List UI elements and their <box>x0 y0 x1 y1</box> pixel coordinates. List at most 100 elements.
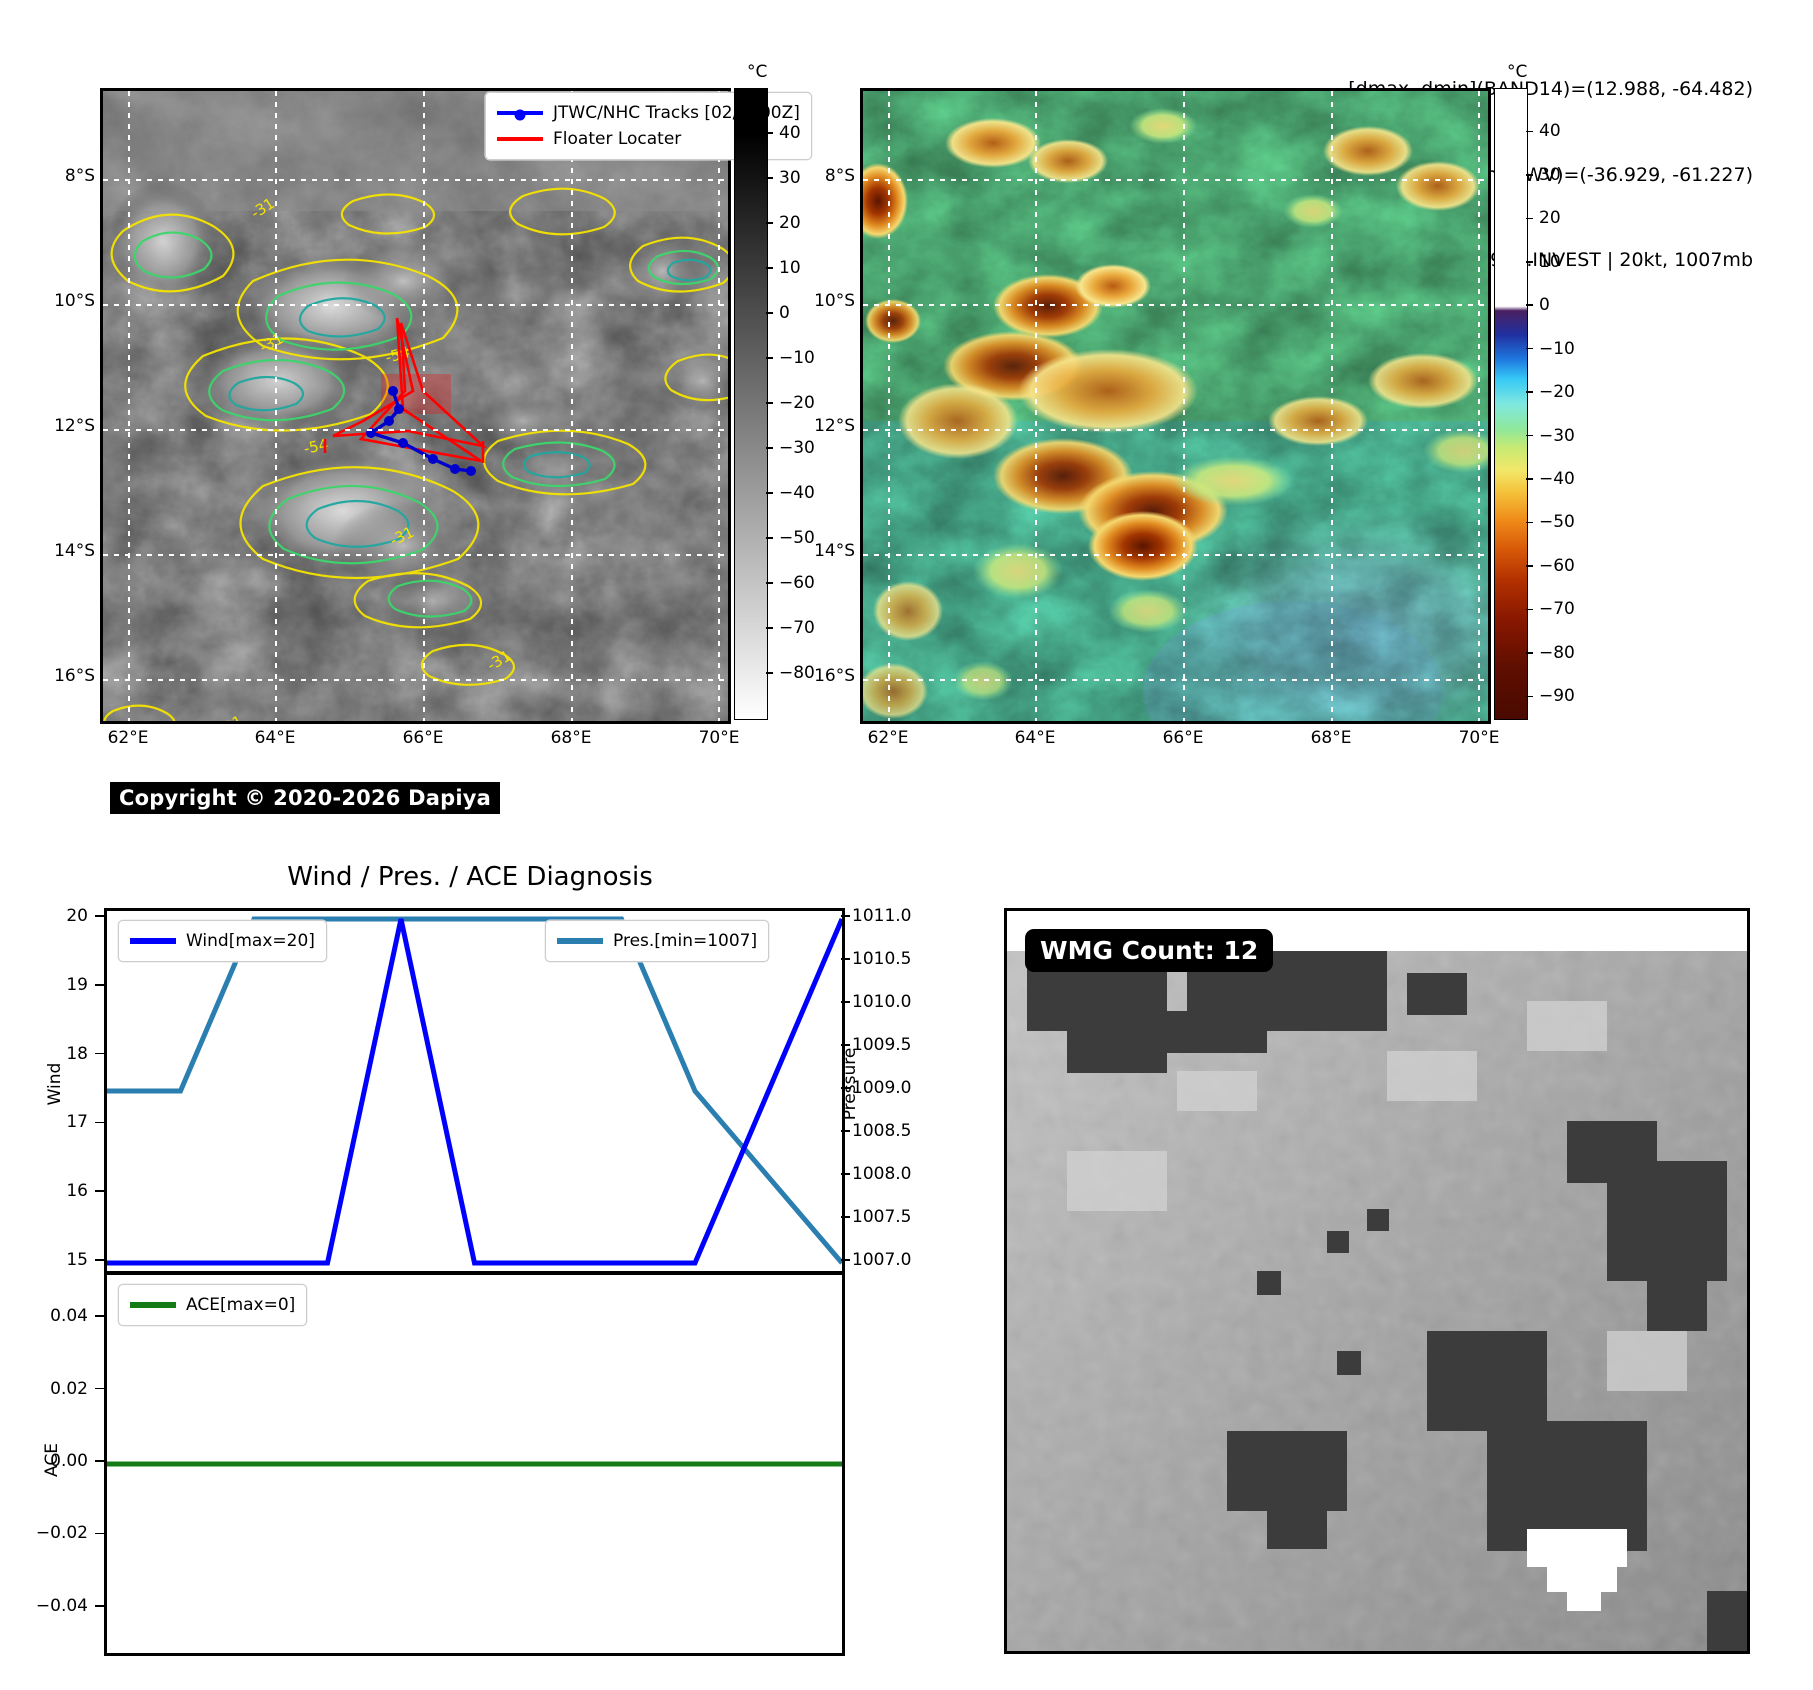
axis-tick-mark <box>841 1259 850 1261</box>
axis-tick-label: 19 <box>66 974 88 995</box>
wind-pressure-chart[interactable] <box>104 908 845 1274</box>
axis-tick-label: 1011.0 <box>852 906 912 926</box>
legend-label-wind: Wind[max=20] <box>186 931 315 951</box>
axis-tick-mark <box>95 1052 104 1055</box>
ir-cloud-imagery: -31 -31 -54 -54 -31 -31 -31 -31 <box>103 91 728 721</box>
colorbar-tick-label: 30 <box>779 168 801 188</box>
wind-pressure-plot <box>107 916 842 1266</box>
colorbar-tick-label: 10 <box>1539 251 1561 272</box>
colorbar-tick-mark <box>1526 608 1533 611</box>
colorbar-tick-label: −10 <box>779 348 815 368</box>
axis-tick-mark <box>95 1190 104 1193</box>
ir-satellite-map[interactable]: -31 -31 -54 -54 -31 -31 -31 -31 <box>100 88 731 724</box>
axis-tick-label: 1007.0 <box>852 1250 912 1270</box>
axis-tick-label: 1007.5 <box>852 1207 912 1227</box>
colorbar-tick-label: −30 <box>1539 425 1575 446</box>
axis-tick-mark <box>95 983 104 986</box>
colorbar-tick-label: 40 <box>779 123 801 143</box>
colorbar-tick-label: −20 <box>779 393 815 413</box>
colorbar-tick-mark <box>766 312 773 314</box>
axis-tick-label: 1008.0 <box>852 1164 912 1184</box>
colorbar-tick-label: −40 <box>779 483 815 503</box>
axis-tick-label: 1009.5 <box>852 1035 912 1055</box>
colorbar-tick-label: −80 <box>779 663 815 683</box>
axis-tick-mark <box>95 1315 104 1318</box>
colorbar-tick-mark <box>1526 217 1533 220</box>
colorbar-tick-mark <box>766 627 773 629</box>
copyright-notice: Copyright © 2020-2026 Dapiya <box>110 782 500 814</box>
legend-label-floater: Floater Locater <box>553 129 682 149</box>
colorbar-tick-label: 20 <box>779 213 801 233</box>
axis-tick-label: 0.02 <box>50 1378 88 1399</box>
svg-text:-31: -31 <box>216 712 246 721</box>
axis-tick-label: 15 <box>66 1250 88 1270</box>
jtwc-nhc-track-points <box>366 386 476 476</box>
axis-tick-mark <box>841 1173 850 1175</box>
wind-series-swatch <box>130 938 176 944</box>
colorbar-tick-mark <box>766 447 773 449</box>
colorbar-tick-label: 0 <box>1539 295 1550 316</box>
colorbar-tick-label: −50 <box>1539 512 1575 533</box>
colorbar-tick-label: −40 <box>1539 469 1575 490</box>
legend-row-wind: Wind[max=20] <box>130 928 315 954</box>
axis-tick-mark <box>95 1259 104 1261</box>
axis-tick-label: 17 <box>66 1112 88 1133</box>
colorbar-tick-label: 20 <box>1539 208 1561 229</box>
floater-locater-swatch <box>497 137 543 141</box>
colorbar-tick-mark <box>1526 478 1533 480</box>
axis-tick-label: 18 <box>66 1043 88 1064</box>
axis-tick-label: 16 <box>66 1181 88 1202</box>
legend-label-pressure: Pres.[min=1007] <box>613 931 758 951</box>
colorbar-tick-label: −70 <box>1539 599 1575 620</box>
colorbar-tick-mark <box>1526 261 1533 263</box>
wind-legend: Wind[max=20] <box>118 920 327 962</box>
axis-tick-mark <box>841 958 850 960</box>
axis-tick-label: 1008.5 <box>852 1121 912 1141</box>
colorbar-tick-mark <box>766 222 773 224</box>
axis-tick-mark <box>95 1121 104 1124</box>
ace-plot <box>107 1461 842 1467</box>
colorbar-tick-label: −20 <box>1539 382 1575 403</box>
axis-tick-label: −0.04 <box>35 1595 88 1616</box>
ir-colorbar-unit: °C <box>747 62 768 82</box>
colorbar-tick-label: −60 <box>1539 555 1575 576</box>
axis-tick-mark <box>841 1087 850 1089</box>
axis-tick-label: −0.02 <box>35 1523 88 1544</box>
pressure-series-swatch <box>557 938 603 944</box>
colorbar-tick-mark <box>1526 652 1533 654</box>
axis-tick-mark <box>95 1604 104 1607</box>
colorbar-tick-mark <box>766 672 773 674</box>
colorbar-tick-mark <box>1526 347 1533 350</box>
colorbar-tick-label: −90 <box>1539 686 1575 707</box>
wmg-map[interactable]: WMG Count: 12 <box>1004 908 1750 1654</box>
colorbar-tick-mark <box>766 132 773 134</box>
axis-tick-mark <box>841 1216 850 1218</box>
awv-satellite-map[interactable] <box>860 88 1491 724</box>
colorbar-tick-mark <box>766 582 773 584</box>
colorbar-tick-mark <box>766 177 773 179</box>
ace-series-swatch <box>130 1302 176 1308</box>
colorbar-tick-label: −50 <box>779 528 815 548</box>
awv-colorbar <box>1494 88 1528 720</box>
colorbar-tick-mark <box>1526 565 1533 567</box>
colorbar-tick-mark <box>1526 521 1533 524</box>
axis-tick-mark <box>95 1460 104 1462</box>
colorbar-tick-mark <box>766 492 773 494</box>
diagnosis-chart-title: Wind / Pres. / ACE Diagnosis <box>287 862 653 892</box>
colorbar-tick-label: −30 <box>779 438 815 458</box>
ir-colorbar <box>734 88 768 720</box>
colorbar-tick-label: −60 <box>779 573 815 593</box>
svg-text:-54: -54 <box>302 435 330 458</box>
axis-tick-label: 1009.0 <box>852 1078 912 1098</box>
colorbar-tick-mark <box>1526 695 1533 698</box>
legend-row-ace: ACE[max=0] <box>130 1292 295 1318</box>
colorbar-tick-mark <box>766 267 773 269</box>
axis-tick-label: 20 <box>66 906 88 926</box>
awv-colorbar-unit: °C <box>1507 62 1528 82</box>
wmg-count-badge: WMG Count: 12 <box>1025 929 1274 972</box>
colorbar-tick-label: 0 <box>779 303 790 323</box>
colorbar-tick-mark <box>1526 174 1533 176</box>
colorbar-tick-mark <box>1526 391 1533 393</box>
ace-chart[interactable] <box>104 1272 845 1656</box>
colorbar-tick-label: 40 <box>1539 121 1561 142</box>
